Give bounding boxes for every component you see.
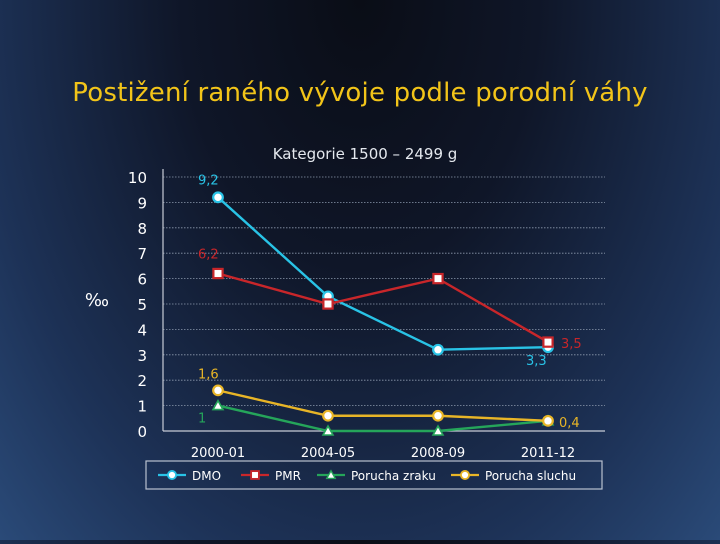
legend: DMO PMR Porucha zraku Porucha sluchu: [145, 460, 603, 490]
y-tick-label: 3: [137, 347, 147, 365]
x-tick-label: 2008-09: [411, 446, 465, 461]
y-tick-label: 10: [128, 169, 147, 187]
data-point-porucha-zraku: [321, 424, 335, 436]
legend-item-pmr: PMR: [241, 469, 301, 483]
data-label: 3,5: [561, 337, 582, 352]
data-point-pmr: [322, 298, 334, 310]
legend-marker-dmo: [166, 469, 178, 481]
data-label: 1,6: [198, 367, 219, 382]
legend-marker-porucha-sluchu: [459, 469, 471, 481]
legend-item-dmo: DMO: [158, 469, 221, 483]
y-axis-ticks: 0 1 2 3 4 5 6 7 8 9 10: [128, 169, 147, 441]
data-point-porucha-zraku: [431, 424, 445, 436]
legend-label-pmr: PMR: [275, 469, 301, 483]
legend-item-porucha-sluchu: Porucha sluchu: [451, 469, 576, 483]
legend-marker-porucha-zraku: [325, 469, 337, 480]
data-point-porucha-sluchu: [542, 414, 554, 427]
y-tick-label: 4: [137, 321, 147, 339]
legend-item-porucha-zraku: Porucha zraku: [317, 469, 436, 483]
data-point-dmo: [212, 191, 224, 204]
series-line-dmo: [217, 196, 549, 351]
y-tick-label: 5: [137, 296, 147, 314]
series-layer: [211, 191, 555, 436]
series-pmr: [212, 267, 554, 348]
y-tick-label: 7: [137, 245, 147, 263]
x-axis-ticks: 2000-01 2004-05 2008-09 2011-12: [191, 446, 575, 461]
data-point-porucha-sluchu: [212, 384, 224, 397]
data-point-dmo: [432, 343, 444, 356]
x-tick-label: 2011-12: [521, 446, 575, 461]
series-line-pmr: [217, 272, 549, 344]
data-point-pmr: [432, 272, 444, 285]
data-labels: 9,2 3,3 6,2 3,5 1 1,6 0,4: [198, 173, 582, 431]
data-point-porucha-zraku: [211, 398, 225, 411]
data-point-porucha-sluchu: [432, 409, 444, 422]
data-point-pmr: [212, 267, 224, 280]
legend-label-porucha-sluchu: Porucha sluchu: [485, 469, 576, 483]
series-line-porucha-zraku: [217, 404, 549, 433]
series-porucha-zraku: [211, 398, 555, 436]
data-label: 9,2: [198, 173, 219, 188]
series-line-porucha-sluchu: [217, 389, 549, 423]
legend-marker-pmr: [250, 470, 260, 480]
series-dmo: [212, 191, 554, 356]
slide-title: Postižení raného vývoje podle porodní vá…: [72, 78, 648, 108]
chart-title: Kategorie 1500 – 2499 g: [273, 145, 458, 163]
series-porucha-sluchu: [212, 384, 554, 427]
y-axis-label: ‰: [85, 290, 109, 311]
data-label: 0,4: [559, 416, 580, 431]
y-tick-label: 9: [137, 194, 147, 212]
y-tick-label: 6: [137, 271, 147, 289]
data-label: 1: [198, 412, 206, 427]
data-label: 3,3: [526, 354, 547, 369]
data-point-pmr: [542, 336, 554, 348]
legend-label-porucha-zraku: Porucha zraku: [351, 469, 436, 483]
y-tick-label: 0: [137, 423, 147, 441]
data-point-porucha-sluchu: [322, 409, 334, 422]
legend-label-dmo: DMO: [192, 469, 221, 483]
data-label: 6,2: [198, 248, 219, 263]
y-tick-label: 2: [137, 372, 147, 390]
x-tick-label: 2004-05: [301, 446, 355, 461]
y-tick-label: 8: [137, 220, 147, 238]
x-tick-label: 2000-01: [191, 446, 245, 461]
y-tick-label: 1: [137, 398, 147, 416]
legend-frame: [145, 460, 603, 490]
